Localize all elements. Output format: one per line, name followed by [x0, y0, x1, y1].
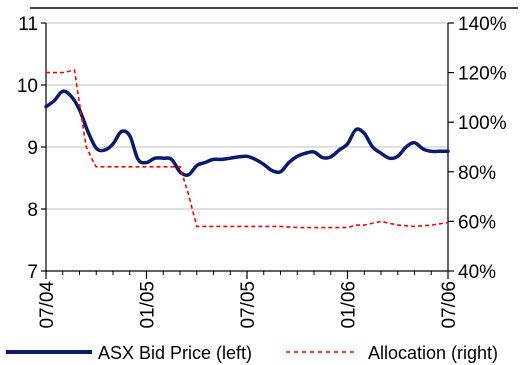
left-tick-label: 8 [27, 200, 38, 221]
x-tick-label: 07/06 [439, 281, 460, 329]
x-axis-ticks: 07/04 01/05 07/05 01/06 07/06 [37, 271, 460, 329]
x-tick-label: 07/05 [238, 281, 259, 329]
legend-label-asx-bid-price: ASX Bid Price (left) [98, 343, 252, 363]
legend-label-allocation: Allocation (right) [368, 343, 498, 363]
right-tick-label: 100% [458, 113, 507, 134]
series-group [44, 69, 450, 229]
right-tick-label: 40% [458, 262, 496, 283]
left-tick-label: 7 [27, 262, 38, 283]
x-tick-label: 01/05 [138, 281, 159, 329]
series-line-asx-bid-price [44, 89, 450, 177]
left-tick-label: 10 [17, 76, 38, 97]
left-axis-ticks: 7 8 9 10 11 [17, 14, 46, 283]
series-line-allocation [46, 69, 449, 229]
right-tick-label: 60% [458, 212, 496, 233]
x-tick-label: 01/06 [339, 281, 360, 329]
left-tick-label: 11 [18, 14, 38, 35]
right-tick-label: 120% [458, 64, 507, 85]
x-tick-label: 07/04 [37, 281, 58, 329]
left-tick-label: 9 [27, 138, 38, 159]
right-tick-label: 140% [458, 14, 507, 35]
grid-lines [46, 22, 448, 210]
right-tick-label: 80% [458, 163, 496, 184]
right-axis-ticks: 40% 60% 80% 100% 120% 140% [448, 14, 507, 283]
legend: ASX Bid Price (left) Allocation (right) [6, 343, 498, 363]
